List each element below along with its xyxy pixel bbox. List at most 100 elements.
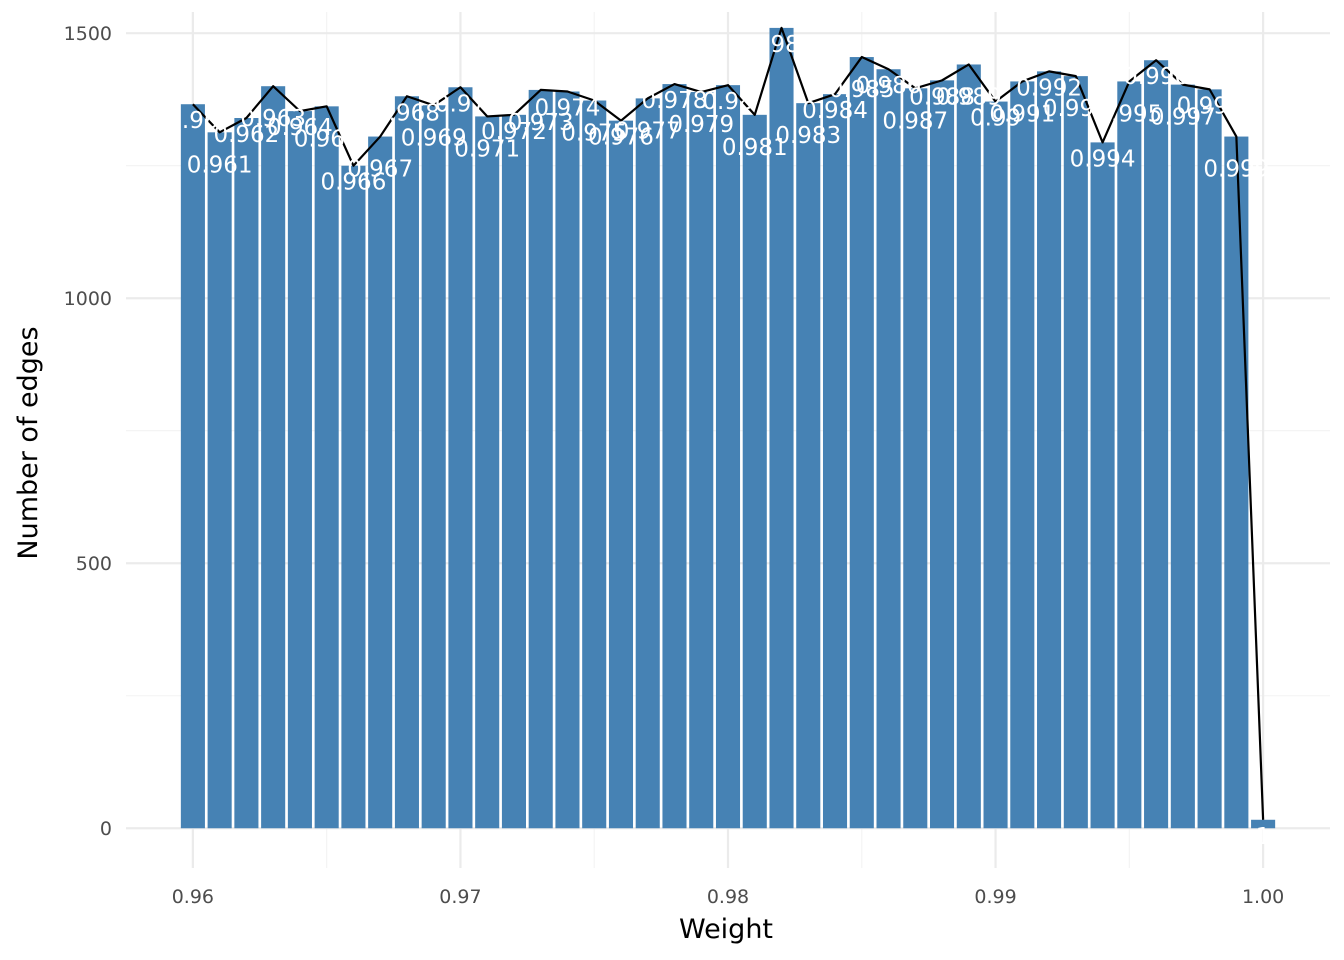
histogram-bar [555, 91, 580, 829]
y-tick-label: 1500 [64, 23, 112, 45]
histogram-bar [582, 100, 607, 829]
x-tick-label: 0.99 [974, 886, 1016, 908]
bar-value-label: 0.962 [213, 122, 279, 148]
histogram-bar [796, 103, 821, 829]
y-tick-label: 1000 [64, 288, 112, 310]
histogram-bar [207, 132, 232, 829]
bar-value-label: 0.995 [1096, 101, 1162, 127]
histogram-bar [1117, 81, 1142, 829]
bar-value-label: 0.991 [989, 101, 1055, 127]
x-axis-title: Weight [679, 914, 773, 945]
histogram-bar [1063, 76, 1088, 829]
x-tick-label: 0.96 [172, 886, 214, 908]
bar-value-label: 0.973 [508, 110, 574, 136]
x-axis-tick-labels: 0.96 0.97 0.98 0.99 1.00 [172, 886, 1285, 908]
bar-value-label: 0.975 [561, 121, 627, 147]
histogram-bar [1170, 84, 1195, 829]
histogram-bar [930, 80, 955, 829]
histogram-bar [394, 96, 419, 829]
histogram-bar [742, 114, 767, 829]
x-tick-label: 1.00 [1242, 886, 1284, 908]
histogram-bar [234, 118, 259, 829]
histogram-bar [903, 88, 928, 829]
bar-value-label: 0.987 [882, 108, 948, 134]
bar-value-label: 0.967 [347, 157, 413, 183]
histogram-bar [501, 114, 526, 829]
histogram-bar [448, 87, 473, 829]
bar-value-label: 0.964 [267, 115, 333, 141]
histogram-bar [1037, 71, 1062, 829]
bar-value-label: 0.961 [187, 152, 253, 178]
bar-value-label: 0.981 [722, 135, 788, 161]
y-tick-label: 0 [100, 818, 112, 840]
x-tick-label: 0.98 [707, 886, 749, 908]
y-axis-title: Number of edges [13, 326, 44, 559]
histogram-bar [368, 136, 393, 829]
histogram-bar [475, 116, 500, 829]
bar-value-label: 0.989 [936, 84, 1002, 110]
histogram-bar [635, 98, 660, 829]
bar-value-label: 0.97 [435, 91, 486, 117]
histogram-bar [822, 94, 848, 829]
bar-value-label: 0.996 [1123, 64, 1189, 90]
bar-value-label: 0.998 [1177, 93, 1243, 119]
histogram-bar [341, 165, 366, 829]
y-tick-label: 500 [76, 553, 112, 575]
histogram-bar [1144, 60, 1169, 829]
histogram-bar [876, 69, 901, 829]
bar-value-label: 0.997 [1150, 105, 1216, 131]
bar-value-label: 0.979 [668, 112, 734, 138]
bars [180, 27, 1276, 829]
bar-value-label: 0.983 [775, 123, 841, 149]
histogram-bar [1197, 89, 1222, 829]
bar-value-label: 0.972 [481, 119, 547, 145]
histogram-bar [528, 89, 553, 829]
bar-value-label: 0.978 [642, 88, 708, 114]
bar-value-label: 0.999 [1203, 157, 1269, 183]
bar-value-label: 0.988 [909, 84, 975, 110]
histogram-bar [1251, 819, 1276, 829]
histogram-bar [715, 85, 741, 829]
histogram-bar [849, 57, 874, 829]
bar-value-label: 0.982 [749, 32, 815, 58]
bar-value-label: 0.994 [1070, 146, 1136, 172]
histogram-bar [1224, 136, 1249, 829]
x-tick-label: 0.97 [439, 886, 481, 908]
bar-value-label: 0.993 [1043, 96, 1109, 122]
bar-value-label: 0.98 [702, 89, 753, 115]
histogram-bar [983, 101, 1008, 829]
histogram-bar [662, 84, 687, 829]
bar-value-label: 0.963 [240, 106, 306, 132]
frequency-polyline [192, 26, 1265, 820]
histogram-bar [769, 27, 794, 829]
histogram-bar [689, 92, 714, 829]
histogram-bar [287, 111, 312, 829]
histogram-bar [1010, 81, 1035, 829]
bar-value-label: 0.986 [856, 73, 922, 99]
bar-value-label: 0.966 [320, 170, 386, 196]
histogram-bar [180, 104, 205, 829]
bar-value-label: 0.96 [167, 108, 218, 134]
y-axis-tick-labels: 0 500 1000 1500 [64, 23, 112, 840]
frequency-line [192, 26, 1265, 820]
histogram-bar [261, 86, 286, 829]
bar-value-label: 0.976 [588, 125, 654, 151]
bar-value-label: 1 [1256, 824, 1271, 850]
bar-value-label: 0.971 [454, 136, 520, 162]
bar-value-label: 0.977 [615, 118, 681, 144]
histogram-bar [421, 105, 446, 829]
bar-value-label: 0.974 [535, 96, 601, 122]
histogram-bar [956, 64, 981, 829]
bar-value-label: 0.992 [1016, 75, 1082, 101]
bar-value-label: 0.969 [401, 125, 467, 151]
bar-value-label: 0.965 [294, 126, 360, 152]
bar-value-label: 0.985 [829, 77, 895, 103]
histogram-bar [608, 120, 634, 829]
bar-value-label: 0.99 [970, 106, 1021, 132]
bar-value-label: 0.968 [374, 100, 440, 126]
histogram-bar [314, 106, 339, 829]
histogram-bar [1090, 142, 1115, 829]
